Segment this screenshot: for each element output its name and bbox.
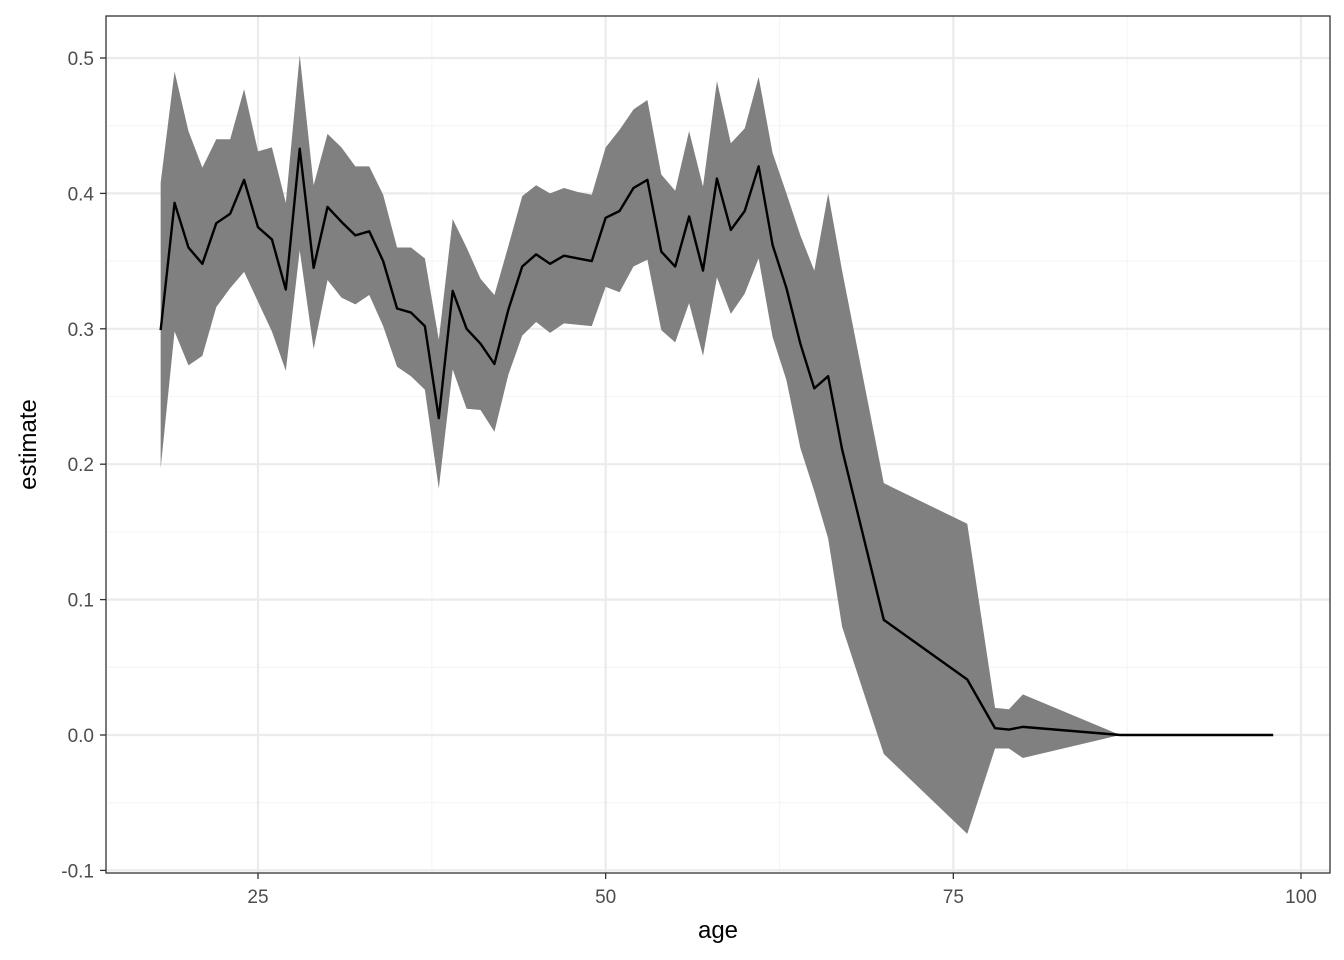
y-tick-label: 0.1 [68, 591, 94, 612]
axes: 25 50 75 100 -0.1 0.0 0.1 0.2 0.3 0.4 0.5 [61, 49, 1317, 908]
y-tick-label: 0.5 [68, 49, 94, 70]
x-tick-label: 25 [247, 887, 268, 908]
estimate-series-line [159, 147, 1274, 737]
y-axis-title: estimate [15, 399, 42, 490]
y-tick-label: -0.1 [61, 861, 94, 882]
x-tick-label: 75 [943, 887, 964, 908]
x-tick-label: 100 [1285, 887, 1317, 908]
y-tick-label: 0.2 [68, 455, 94, 476]
confidence-band [160, 55, 1274, 834]
x-tick-label: 50 [595, 887, 616, 908]
panel-border [105, 15, 1331, 874]
x-axis-title: age [698, 917, 738, 944]
y-tick-label: 0.4 [68, 184, 95, 205]
confidence-ribbon [160, 55, 1274, 834]
y-tick-label: 0.0 [68, 726, 94, 747]
y-tick-label: 0.3 [68, 320, 94, 341]
estimate-line [159, 147, 1274, 737]
